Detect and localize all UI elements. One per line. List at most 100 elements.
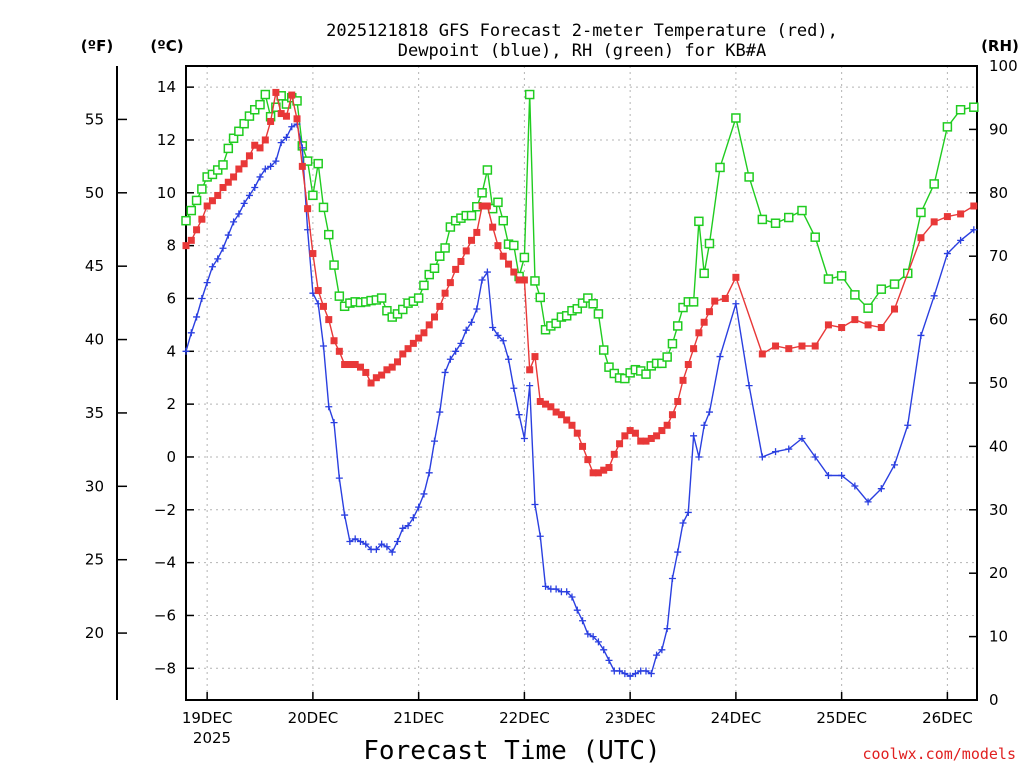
c-tick-label: −8 [154,659,176,677]
2-meter-temperature-point [267,117,275,125]
rh-point [334,291,345,301]
rh-point [688,297,699,307]
2-meter-temperature-point [721,294,729,302]
rh-point [191,195,202,206]
2-meter-temperature-point [256,144,264,152]
rh-point [744,172,754,182]
rh-point [466,210,477,221]
dewpoint-point [245,191,253,199]
rh-point [234,126,244,137]
2-meter-temperature-point [473,228,481,236]
dewpoint-point [758,453,766,461]
dewpoint-point [335,474,343,482]
series-dewpoint [182,120,978,680]
rh-point [535,292,546,303]
rh-point [197,184,207,194]
dewpoint-point [653,651,661,659]
rh-point [929,179,939,189]
rh-point [281,99,292,109]
dewpoint-point [600,646,608,654]
rh-point [662,352,672,362]
rh-point [313,158,323,169]
year-label: 2025 [193,729,231,747]
dewpoint-point [362,540,370,548]
rh-point [493,197,503,208]
rh-point [836,271,847,281]
chart-title-line1: 2025121818 GFS Forecast 2-meter Temperat… [326,21,838,41]
2-meter-temperature-point [505,260,513,268]
2-meter-temperature-point [431,313,439,321]
dewpoint-point [589,633,597,641]
2-meter-temperature-point [851,316,859,324]
c-tick-label: −6 [154,606,176,624]
2-meter-temperature-point [457,257,465,265]
2-meter-temperature-point [711,297,719,305]
f-tick-label: 55 [85,110,104,128]
dewpoint-point [325,403,333,411]
rh-point [482,165,493,175]
c-tick-label: 2 [166,395,176,413]
dewpoint-point [579,617,587,625]
2-meter-temperature-point [235,165,243,173]
dewpoint-point [203,279,211,287]
2-meter-temperature-point [631,429,639,437]
2-meter-temperature-point [346,361,354,369]
2-meter-temperature-point [758,350,766,358]
rh-point [577,298,588,308]
dewpoint-point [288,123,296,131]
c-tick-label: 6 [166,289,176,307]
dewpoint-point [457,339,465,347]
c-tick-label: 4 [166,342,176,360]
rh-point [916,207,926,218]
2-meter-temperature-point [483,202,491,210]
2-meter-temperature-point [515,276,523,284]
rh-point [424,269,434,280]
dewpoint-point [864,498,872,506]
rh-unit-label: (RH) [981,37,1019,55]
rh-point [445,222,456,232]
2-meter-temperature-point [436,302,444,310]
2-meter-temperature-point [393,358,401,366]
rh-point [519,252,530,263]
f-tick-label: 35 [85,404,104,422]
dewpoint-point [917,331,925,339]
2-meter-temperature-point [917,234,925,242]
2-meter-temperature-point [647,434,655,442]
2-meter-temperature-point [542,400,550,408]
x-tick-label: 25DEC [816,709,867,727]
rh-point [678,302,688,313]
dewpoint-point [695,453,703,461]
rh-line [185,92,974,380]
f-tick-label: 50 [85,184,104,202]
x-tick-label: 24DEC [711,709,762,727]
x-tick-label: 19DEC [182,709,233,727]
2-meter-temperature-point [772,342,780,350]
dewpoint-point [663,625,671,633]
2-meter-temperature-point [277,110,285,118]
2-meter-temperature-point [378,371,386,379]
2-meter-temperature-point [261,136,269,144]
dewpoint-point [193,313,201,321]
2-meter-temperature-point [621,432,629,440]
2-meter-temperature-point [193,226,201,234]
rh-point [588,299,598,309]
dewpoint-point [684,508,692,516]
2-meter-temperature-point [330,337,338,345]
2-meter-temperature-point [637,437,645,445]
x-axis-title: Forecast Time (UTC) [363,736,660,766]
rh-point [757,214,768,225]
c-tick-label: −4 [154,554,176,572]
dewpoint-point [468,318,476,326]
2-meter-temperature-point [208,197,216,205]
dewpoint-point [943,250,951,258]
dewpoint-point [732,300,740,308]
rh-tick-label: 10 [989,628,1008,646]
rh-point [699,268,709,279]
2-meter-temperature-point [293,115,301,123]
dewpoint-point [772,448,780,456]
2-meter-temperature-point [552,408,560,416]
rh-tick-label: 0 [989,691,999,709]
rh-tick-label: 50 [989,374,1008,392]
dewpoint-point [642,667,650,675]
